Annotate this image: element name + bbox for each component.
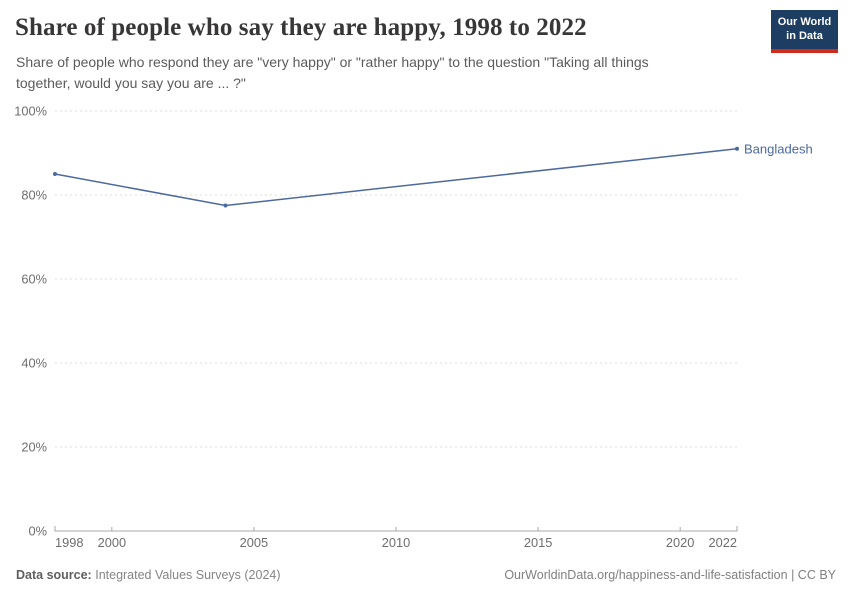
y-tick-label-80: 80% — [21, 188, 47, 203]
y-tick-label-20: 20% — [21, 440, 47, 455]
y-tick-label-0: 0% — [29, 524, 48, 539]
footer-license: CC BY — [797, 568, 836, 582]
x-tick-label-2015: 2015 — [524, 535, 552, 550]
x-tick-label-2005: 2005 — [240, 535, 268, 550]
series-line-bangladesh[interactable] — [54, 148, 738, 207]
happiness-line-chart[interactable]: 0% 20% 40% 60% 80% 100% 1998 2000 2005 2010 2015 20… — [0, 100, 850, 560]
x-tick-label-2020: 2020 — [666, 535, 694, 550]
footer-url[interactable]: OurWorldinData.org/happiness-and-life-sa… — [504, 568, 788, 582]
data-source-value: Integrated Values Surveys (2024) — [95, 568, 281, 582]
data-point-bangladesh-1998[interactable] — [53, 172, 57, 176]
series-label-bangladesh[interactable]: Bangladesh — [744, 141, 813, 156]
data-point-bangladesh-2022[interactable] — [735, 146, 739, 151]
y-tick-label-40: 40% — [21, 356, 47, 371]
footer-attribution: OurWorldinData.org/happiness-and-life-sa… — [504, 568, 836, 582]
x-tick-label-2010: 2010 — [382, 535, 410, 550]
owid-logo[interactable]: Our World in Data — [771, 10, 838, 53]
data-source: Data source: Integrated Values Surveys (… — [16, 568, 281, 582]
data-point-bangladesh-2004[interactable] — [223, 203, 228, 208]
data-source-label: Data source: — [16, 568, 92, 582]
y-tick-label-100: 100% — [14, 104, 47, 119]
footer-separator: | — [791, 568, 795, 582]
chart-footer: Data source: Integrated Values Surveys (… — [16, 568, 836, 582]
owid-logo-line2: in Data — [786, 29, 823, 42]
y-tick-label-60: 60% — [21, 272, 47, 287]
x-tick-label-2022: 2022 — [709, 535, 737, 550]
x-tick-label-2000: 2000 — [98, 535, 126, 550]
page-title: Share of people who say they are happy, … — [15, 14, 587, 41]
owid-logo-line1: Our World — [777, 15, 832, 28]
x-tick-label-1998: 1998 — [55, 535, 83, 550]
chart-subtitle: Share of people who respond they are "ve… — [16, 54, 649, 91]
